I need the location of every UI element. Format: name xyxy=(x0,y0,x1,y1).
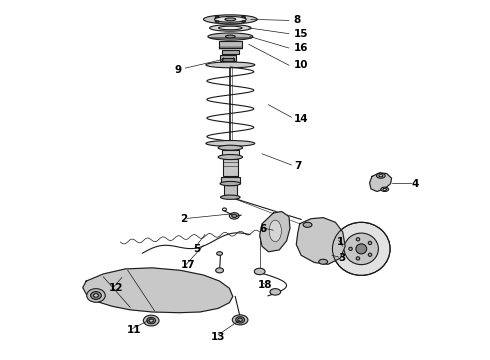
Text: 8: 8 xyxy=(294,15,301,26)
Text: 18: 18 xyxy=(258,280,273,290)
Ellipse shape xyxy=(376,173,385,178)
Ellipse shape xyxy=(356,244,367,254)
Bar xyxy=(221,177,240,183)
Ellipse shape xyxy=(270,289,281,295)
Text: 16: 16 xyxy=(294,43,308,53)
Ellipse shape xyxy=(149,319,153,322)
Polygon shape xyxy=(260,212,290,252)
Ellipse shape xyxy=(147,318,156,324)
Bar xyxy=(222,149,239,157)
Ellipse shape xyxy=(381,187,389,192)
Ellipse shape xyxy=(232,214,237,217)
Ellipse shape xyxy=(349,247,352,251)
Ellipse shape xyxy=(319,259,328,264)
Text: 9: 9 xyxy=(174,64,181,75)
Ellipse shape xyxy=(144,315,159,326)
Ellipse shape xyxy=(242,16,245,18)
Text: 3: 3 xyxy=(338,253,345,263)
Bar xyxy=(220,55,236,61)
Ellipse shape xyxy=(242,21,245,22)
Polygon shape xyxy=(83,268,233,313)
Ellipse shape xyxy=(229,213,239,219)
Text: 11: 11 xyxy=(127,325,141,335)
Ellipse shape xyxy=(303,222,312,227)
Ellipse shape xyxy=(208,33,253,40)
Text: 17: 17 xyxy=(180,260,195,270)
Ellipse shape xyxy=(218,145,243,150)
Ellipse shape xyxy=(236,317,245,323)
Bar xyxy=(221,58,234,61)
Ellipse shape xyxy=(206,140,255,146)
Ellipse shape xyxy=(215,16,219,18)
Ellipse shape xyxy=(91,292,101,300)
Bar xyxy=(222,159,238,176)
Text: 14: 14 xyxy=(294,114,309,124)
Text: 2: 2 xyxy=(180,215,188,224)
Text: 15: 15 xyxy=(294,29,308,39)
Text: 5: 5 xyxy=(193,244,200,254)
Ellipse shape xyxy=(344,233,378,265)
Ellipse shape xyxy=(219,26,242,30)
Ellipse shape xyxy=(225,18,236,21)
Bar xyxy=(219,41,242,48)
Polygon shape xyxy=(296,218,345,264)
Ellipse shape xyxy=(94,294,98,297)
Text: 10: 10 xyxy=(294,60,308,70)
Ellipse shape xyxy=(379,175,383,177)
Ellipse shape xyxy=(218,154,243,159)
Ellipse shape xyxy=(269,220,281,242)
Ellipse shape xyxy=(216,268,223,273)
Ellipse shape xyxy=(238,318,243,321)
Ellipse shape xyxy=(383,188,387,190)
Ellipse shape xyxy=(368,253,372,256)
Ellipse shape xyxy=(206,62,255,68)
Ellipse shape xyxy=(220,195,240,199)
Ellipse shape xyxy=(222,208,226,211)
Ellipse shape xyxy=(225,35,235,38)
Ellipse shape xyxy=(87,289,105,302)
Ellipse shape xyxy=(203,15,257,24)
Bar xyxy=(224,185,237,197)
Text: 12: 12 xyxy=(109,283,123,293)
Ellipse shape xyxy=(215,21,219,22)
Ellipse shape xyxy=(368,241,372,244)
Text: 4: 4 xyxy=(411,179,418,189)
Ellipse shape xyxy=(332,222,390,275)
Polygon shape xyxy=(369,173,392,192)
Ellipse shape xyxy=(217,252,222,255)
Text: 7: 7 xyxy=(294,161,301,171)
Text: 1: 1 xyxy=(337,237,344,247)
Ellipse shape xyxy=(215,17,246,22)
Bar xyxy=(221,50,239,54)
Ellipse shape xyxy=(356,257,360,260)
Ellipse shape xyxy=(254,268,265,275)
Ellipse shape xyxy=(210,25,251,31)
Text: 13: 13 xyxy=(211,332,225,342)
Text: 6: 6 xyxy=(260,225,267,234)
Ellipse shape xyxy=(356,238,360,241)
Ellipse shape xyxy=(232,315,248,325)
Ellipse shape xyxy=(220,181,241,186)
